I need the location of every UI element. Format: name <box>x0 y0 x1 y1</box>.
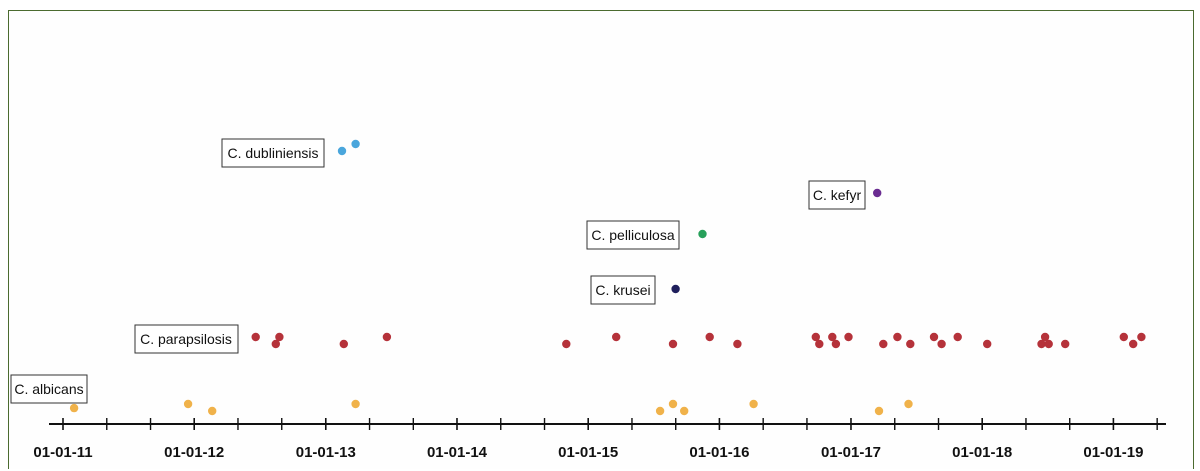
data-point-c-parapsilosis <box>815 339 824 349</box>
data-point-c-dubliniensis <box>351 139 360 149</box>
data-point-c-parapsilosis <box>1129 339 1138 349</box>
data-point-c-albicans <box>183 399 193 409</box>
data-point-c-parapsilosis <box>668 339 678 349</box>
data-point-c-parapsilosis <box>1044 339 1053 349</box>
species-label-c-kefyr: C. kefyr <box>813 187 862 203</box>
data-point-c-parapsilosis <box>339 339 348 349</box>
data-point-c-albicans <box>749 399 758 409</box>
x-tick-label: 01-01-16 <box>689 444 749 461</box>
data-point-c-albicans <box>680 406 689 416</box>
chart-frame: 01-01-11 01-01-12 01-01-13 01-01-14 01-01-15… <box>8 10 1194 469</box>
data-point-c-albicans <box>208 406 217 416</box>
data-point-c-parapsilosis <box>271 339 280 349</box>
data-point-c-albicans <box>874 406 884 416</box>
data-point-c-parapsilosis <box>811 332 820 342</box>
x-tick-label: 01-01-13 <box>296 444 356 461</box>
x-tick-label: 01-01-17 <box>821 444 881 461</box>
data-point-c-parapsilosis <box>612 332 621 342</box>
data-point-c-krusei <box>671 284 680 294</box>
species-label-box-c-krusei <box>590 275 656 305</box>
species-labels: C. albicans C. parapsilosis C. krusei C. pe… <box>10 138 866 404</box>
species-label-box-c-parapsilosis <box>134 324 239 354</box>
data-point-c-parapsilosis <box>929 332 939 342</box>
data-point-c-parapsilosis <box>705 332 714 342</box>
data-point-c-albicans <box>69 403 79 413</box>
data-points <box>69 139 1146 416</box>
x-tick-label: 01-01-12 <box>164 444 224 461</box>
data-point-c-parapsilosis <box>983 339 992 349</box>
data-point-c-albicans <box>668 399 678 409</box>
data-point-c-parapsilosis <box>828 332 837 342</box>
data-point-c-dubliniensis <box>337 146 347 156</box>
x-tick-label: 01-01-14 <box>427 444 488 461</box>
data-point-c-pelliculosa <box>698 229 707 239</box>
data-point-c-parapsilosis <box>1037 339 1046 349</box>
data-point-c-parapsilosis <box>831 339 841 349</box>
data-point-c-parapsilosis <box>382 332 392 342</box>
data-point-c-parapsilosis <box>906 339 915 349</box>
data-point-c-parapsilosis <box>1119 332 1129 342</box>
x-tick-label: 01-01-19 <box>1083 444 1143 461</box>
data-point-c-albicans <box>351 399 360 409</box>
x-tick-label: 01-01-18 <box>952 444 1012 461</box>
data-point-c-parapsilosis <box>953 332 962 342</box>
timeline-chart: 01-01-11 01-01-12 01-01-13 01-01-14 01-01-15… <box>10 138 1166 461</box>
data-point-c-parapsilosis <box>733 339 742 349</box>
x-tick-label: 01-01-15 <box>558 444 618 461</box>
species-label-c-krusei: C. krusei <box>595 282 650 298</box>
data-point-c-parapsilosis <box>1061 339 1070 349</box>
data-point-c-parapsilosis <box>275 332 284 342</box>
species-label-c-pelliculosa: C. pelliculosa <box>591 227 674 243</box>
species-label-box-c-dubliniensis <box>221 138 325 168</box>
data-point-c-parapsilosis <box>1040 332 1050 342</box>
species-label-box-c-pelliculosa <box>586 220 680 250</box>
species-label-c-parapsilosis: C. parapsilosis <box>140 331 232 347</box>
species-label-box-c-kefyr <box>808 180 866 210</box>
data-point-c-albicans <box>904 399 913 409</box>
data-point-c-kefyr <box>873 188 882 198</box>
data-point-c-parapsilosis <box>937 339 946 349</box>
data-point-c-parapsilosis <box>844 332 853 342</box>
x-axis-ticks: 01-01-11 01-01-12 01-01-13 01-01-14 01-01-15… <box>33 418 1158 461</box>
species-label-c-dubliniensis: C. dubliniensis <box>227 145 318 161</box>
data-point-c-parapsilosis <box>893 332 902 342</box>
data-point-c-parapsilosis <box>1137 332 1146 342</box>
species-label-c-albicans: C. albicans <box>14 381 83 397</box>
data-point-c-parapsilosis <box>251 332 260 342</box>
data-point-c-albicans <box>655 406 665 416</box>
x-tick-label: 01-01-11 <box>33 444 92 461</box>
data-point-c-parapsilosis <box>562 339 571 349</box>
species-label-box-c-albicans <box>10 374 88 404</box>
data-point-c-parapsilosis <box>879 339 888 349</box>
